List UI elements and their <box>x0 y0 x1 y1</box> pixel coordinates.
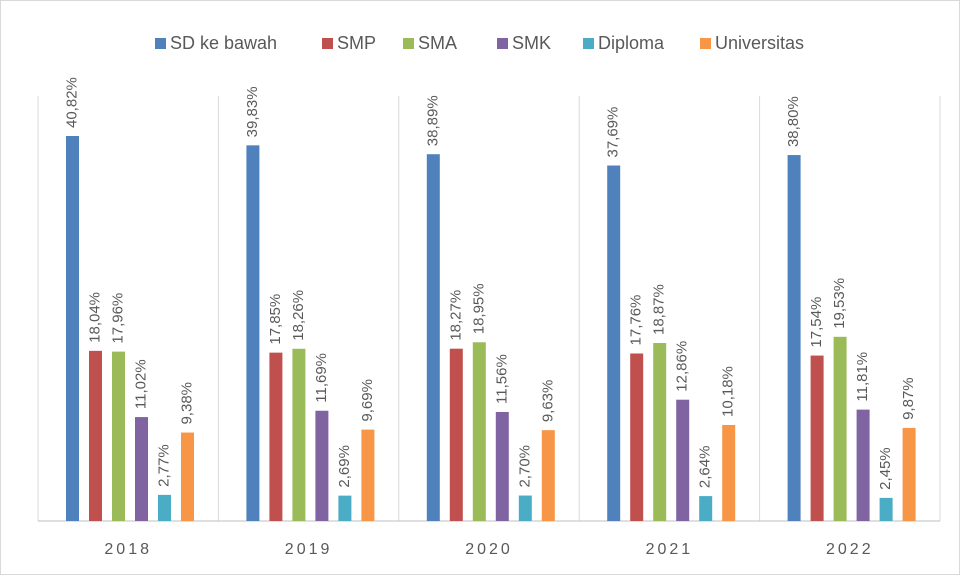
data-label: 2,77% <box>155 444 172 487</box>
data-label: 18,87% <box>651 284 668 335</box>
legend-label: SMA <box>418 33 457 53</box>
legend-swatch <box>497 38 508 49</box>
data-label: 12,86% <box>674 341 691 392</box>
bar <box>699 496 713 521</box>
data-label: 18,26% <box>290 290 307 341</box>
data-label: 37,69% <box>605 107 622 158</box>
bar <box>315 410 329 521</box>
bar <box>361 429 375 521</box>
data-label: 2,69% <box>336 445 353 488</box>
legend-label: Diploma <box>598 33 665 53</box>
legend-swatch <box>155 38 166 49</box>
bar <box>722 424 736 521</box>
bar <box>89 350 102 521</box>
bar <box>676 399 690 521</box>
bar <box>181 432 194 521</box>
bar <box>135 417 148 521</box>
bar <box>518 495 532 521</box>
data-label: 18,27% <box>447 290 464 341</box>
bar <box>426 154 440 522</box>
data-label: 11,02% <box>132 359 149 409</box>
data-label: 2,64% <box>697 446 714 489</box>
x-tick-label: 2022 <box>826 541 874 558</box>
bar <box>292 348 306 521</box>
data-label: 11,69% <box>313 353 330 403</box>
data-label: 9,87% <box>900 377 917 420</box>
data-label: 11,56% <box>493 354 510 404</box>
data-label: 17,54% <box>808 297 825 348</box>
bar <box>879 497 893 521</box>
data-label: 40,82% <box>63 77 80 128</box>
bar <box>541 430 555 521</box>
bar <box>607 165 621 522</box>
x-tick-label: 2018 <box>104 541 152 558</box>
bar <box>630 353 644 521</box>
data-label: 38,80% <box>785 96 802 147</box>
bar <box>449 348 463 521</box>
data-label: 9,69% <box>359 379 376 422</box>
data-label: 17,96% <box>109 293 126 344</box>
bar <box>902 427 916 521</box>
legend-swatch <box>322 38 333 49</box>
legend-swatch <box>583 38 594 49</box>
data-label: 39,83% <box>244 86 261 137</box>
bar <box>269 352 283 521</box>
bar <box>787 155 801 521</box>
legend-label: SMP <box>337 33 376 53</box>
data-label: 9,38% <box>178 382 195 425</box>
bar <box>158 494 171 521</box>
bar <box>856 409 870 521</box>
legend-label: Universitas <box>715 33 804 53</box>
bar <box>66 136 79 521</box>
data-label: 9,63% <box>539 380 556 423</box>
data-label: 18,04% <box>86 292 103 343</box>
bar <box>495 411 509 521</box>
data-label: 10,18% <box>720 366 737 417</box>
bar <box>338 495 352 521</box>
legend-label: SD ke bawah <box>170 33 277 53</box>
bar <box>246 145 260 521</box>
bar <box>653 343 667 521</box>
data-label: 17,76% <box>628 295 645 346</box>
data-label: 17,85% <box>267 294 284 345</box>
x-tick-label: 2019 <box>285 541 333 558</box>
data-label: 11,81% <box>854 352 871 402</box>
data-label: 18,95% <box>470 283 487 334</box>
legend-swatch <box>700 38 711 49</box>
x-tick-label: 2020 <box>465 541 513 558</box>
bar <box>810 355 824 521</box>
bar <box>112 351 125 521</box>
legend-swatch <box>403 38 414 49</box>
bar <box>472 342 486 521</box>
data-label: 38,89% <box>424 95 441 146</box>
bar <box>833 336 847 521</box>
data-label: 2,45% <box>877 447 894 490</box>
legend-label: SMK <box>512 33 551 53</box>
x-tick-label: 2021 <box>646 541 694 558</box>
data-label: 19,53% <box>831 278 848 329</box>
data-label: 2,70% <box>516 445 533 488</box>
